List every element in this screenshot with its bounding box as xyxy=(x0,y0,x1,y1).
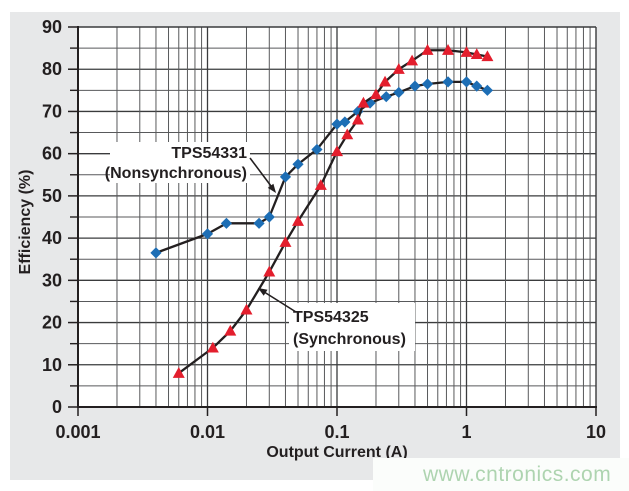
y-tick-label: 10 xyxy=(42,355,62,375)
triangle-marker xyxy=(392,63,405,74)
diamond-marker xyxy=(364,97,376,109)
diamond-marker xyxy=(339,116,351,128)
diamond-marker xyxy=(253,217,265,229)
diamond-marker xyxy=(481,84,493,96)
annotation-tps54325-line1: TPS54325 xyxy=(293,309,369,326)
diamond-marker xyxy=(471,80,483,92)
watermark-text: www.cntronics.com xyxy=(423,462,612,486)
annotation-tps54331-bg xyxy=(110,142,250,183)
triangle-marker xyxy=(292,215,305,226)
triangle-marker xyxy=(331,145,343,157)
triangle-marker xyxy=(357,96,370,108)
annotation-tps54331-arrowhead xyxy=(267,183,276,193)
y-tick-label: 0 xyxy=(52,397,62,417)
y-tick-label: 40 xyxy=(42,228,62,248)
annotation-tps54331-line1: TPS54331 xyxy=(171,145,247,162)
diamond-marker xyxy=(421,78,434,90)
series-layer xyxy=(150,44,494,378)
triangle-marker xyxy=(470,48,483,60)
annotation-tps54325-bg xyxy=(289,303,415,351)
y-tick-label: 90 xyxy=(42,17,62,37)
triangle-marker xyxy=(279,236,292,247)
y-axis-title: Efficiency (%) xyxy=(17,170,34,275)
diamond-marker xyxy=(220,217,233,229)
triangle-marker xyxy=(421,44,434,55)
diamond-marker xyxy=(380,91,392,103)
triangle-marker xyxy=(240,303,253,315)
triangle-marker xyxy=(379,75,392,87)
tick-layer xyxy=(68,26,597,416)
x-axis-title: Output Current (A) xyxy=(266,444,407,461)
triangle-marker xyxy=(263,265,276,277)
y-tick-label: 20 xyxy=(42,313,62,333)
triangle-marker xyxy=(341,128,354,140)
y-tick-label: 60 xyxy=(42,144,62,164)
diamond-marker xyxy=(201,228,214,240)
watermark-band: www.cntronics.com xyxy=(373,458,629,491)
x-tick-label: 0.1 xyxy=(324,422,349,442)
annotation-tps54331-line2: (Nonsynchronous) xyxy=(105,165,247,182)
annotation-tps54325-line2: (Synchronous) xyxy=(293,331,406,348)
triangle-marker xyxy=(406,54,419,66)
diamond-marker xyxy=(331,118,343,130)
annotation-tps54331-arrow-line xyxy=(249,157,272,187)
triangle-marker xyxy=(172,367,185,378)
x-tick-label: 0.01 xyxy=(190,422,225,442)
tick-label-layer: 0 10 20 30 40 50 60 70 80 90 0.001 0.01 0.1 1 10 xyxy=(42,17,606,442)
diamond-marker xyxy=(460,76,473,88)
annotation-tps54325: TPS54325 (Synchronous) xyxy=(258,288,415,351)
triangle-marker xyxy=(351,113,364,125)
diamond-marker xyxy=(150,247,162,259)
triangle-marker xyxy=(481,50,494,62)
annotation-tps54325-arrow-line xyxy=(264,291,297,313)
y-tick-label: 80 xyxy=(42,59,62,79)
diamond-marker xyxy=(393,86,405,99)
triangle-marker xyxy=(460,46,473,57)
y-tick-label: 30 xyxy=(42,270,62,290)
x-tick-label: 0.001 xyxy=(55,422,100,442)
diamond-marker xyxy=(311,143,323,156)
triangle-marker xyxy=(224,324,237,336)
triangle-marker xyxy=(314,179,327,190)
diamond-marker xyxy=(442,76,454,88)
x-tick-label: 10 xyxy=(586,422,606,442)
diamond-marker xyxy=(263,211,275,223)
y-tick-label: 70 xyxy=(42,101,62,121)
frame-layer xyxy=(77,26,597,408)
annotation-tps54325-arrowhead xyxy=(258,288,268,296)
triangle-marker xyxy=(442,44,455,55)
diamond-marker xyxy=(409,80,421,92)
y-tick-label: 50 xyxy=(42,186,62,206)
annotation-tps54331: TPS54331 (Nonsynchronous) xyxy=(105,142,276,193)
triangle-marker xyxy=(369,88,382,100)
diamond-marker xyxy=(292,158,304,170)
triangle-marker xyxy=(206,341,219,353)
x-tick-label: 1 xyxy=(461,422,471,442)
diamond-marker xyxy=(279,171,292,183)
